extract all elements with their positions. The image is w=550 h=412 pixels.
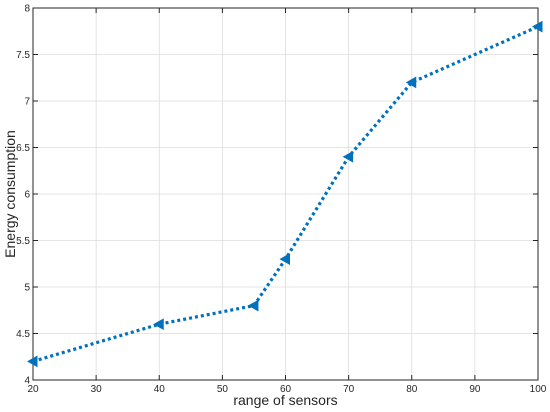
y-tick-label: 5: [24, 283, 30, 294]
x-tick-label: 40: [154, 384, 166, 395]
x-tick-label: 100: [530, 384, 547, 395]
y-tick-label: 7.5: [16, 50, 30, 61]
y-tick-label: 8: [24, 4, 30, 15]
y-tick-label: 4.5: [16, 329, 30, 340]
y-tick-label: 6: [24, 190, 30, 201]
y-tick-label: 7: [24, 97, 30, 108]
x-tick-label: 70: [343, 384, 355, 395]
y-tick-label: 4: [24, 376, 30, 387]
data-point-marker: [531, 20, 543, 33]
x-tick-labels: 20 30 40 50 60 70 80 90 100: [27, 384, 546, 395]
x-tick-label: 20: [27, 384, 39, 395]
x-axis-label: range of sensors: [233, 392, 337, 408]
x-tick-label: 60: [280, 384, 292, 395]
series-layer: [26, 20, 543, 368]
y-tick-label: 6.5: [16, 143, 30, 154]
data-point-marker: [153, 318, 164, 331]
y-tick-label: 5.5: [16, 236, 30, 247]
data-point-marker: [279, 253, 290, 265]
data-point-marker: [342, 150, 354, 163]
grid-lines: [32, 7, 539, 381]
y-axis-label: Energy consumption: [2, 130, 18, 258]
x-tick-label: 50: [217, 384, 229, 395]
y-tick-labels: 4 4.5 5 5.5 6 6.5 7 7.5 8: [16, 4, 30, 387]
data-point-marker: [247, 299, 259, 312]
x-tick-label: 80: [406, 384, 418, 395]
x-tick-label: 90: [469, 384, 481, 395]
x-tick-label: 30: [91, 384, 103, 395]
axis-ticks: [32, 7, 539, 381]
data-point-marker: [405, 76, 417, 89]
data-point-marker: [26, 355, 38, 368]
